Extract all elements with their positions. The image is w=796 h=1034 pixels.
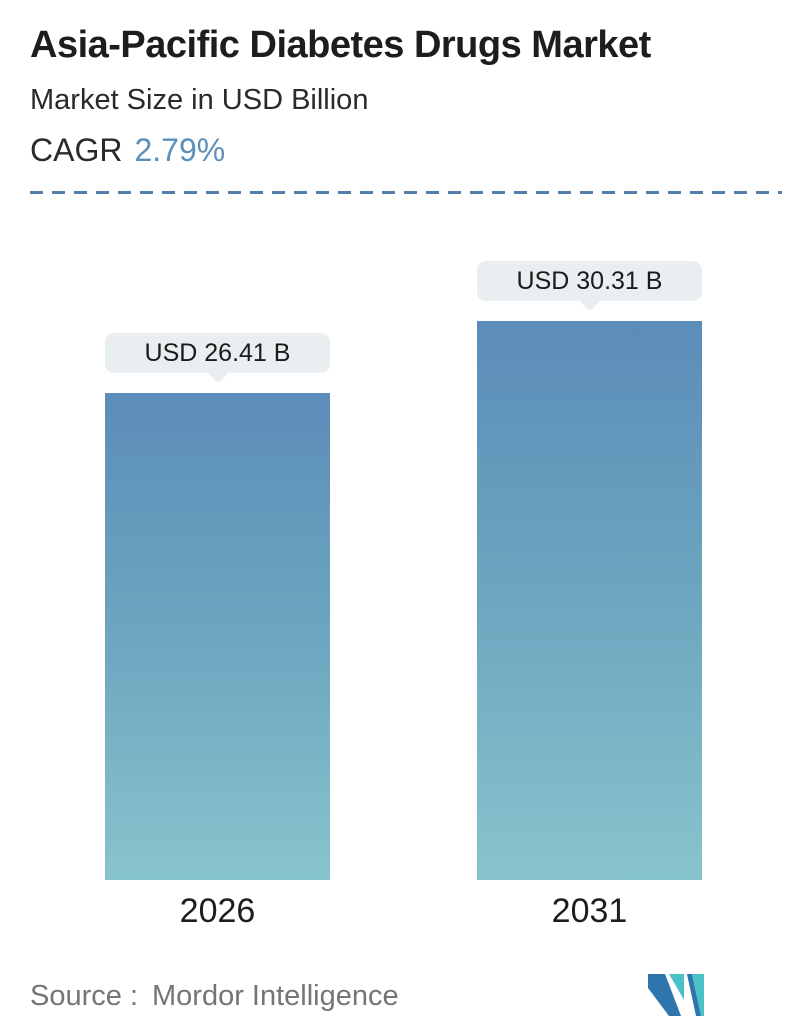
source-label: Source : <box>30 980 138 1012</box>
x-axis-label-2031: 2031 <box>551 892 628 930</box>
source-text: Source : Mordor Intelligence <box>30 980 399 1013</box>
x-axis-label-2026: 2026 <box>179 892 256 930</box>
reference-dashed-line <box>30 191 782 194</box>
source-value: Mordor Intelligence <box>152 980 399 1012</box>
bar-2031[interactable] <box>477 321 702 880</box>
bar-2026[interactable] <box>105 393 330 880</box>
plot-area: USD 26.41 B 2026 USD 30.31 B 2031 <box>0 200 796 930</box>
value-callout-2026: USD 26.41 B <box>105 333 330 384</box>
bar-group-2026: USD 26.41 B 2026 <box>105 200 330 930</box>
cagr-value: 2.79% <box>134 132 226 168</box>
value-callout-2031: USD 30.31 B <box>477 261 702 312</box>
chart-subtitle: Market Size in USD Billion <box>30 84 369 116</box>
cagr-label: CAGR <box>30 132 123 168</box>
bar-group-2031: USD 30.31 B 2031 <box>477 200 702 930</box>
chart-title: Asia-Pacific Diabetes Drugs Market <box>30 24 651 66</box>
mordor-intelligence-logo <box>648 974 704 1016</box>
cagr-line: CAGR 2.79% <box>30 132 225 169</box>
